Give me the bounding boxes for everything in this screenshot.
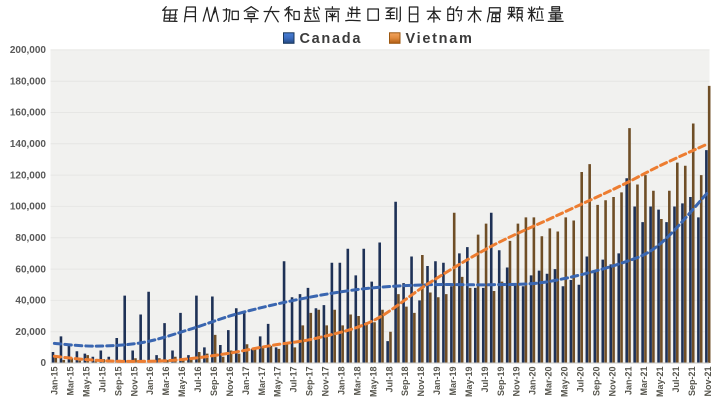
svg-text:Sep-20: Sep-20: [591, 367, 601, 397]
svg-text:May-15: May-15: [82, 367, 92, 398]
svg-text:100,000: 100,000: [10, 202, 47, 213]
svg-text:Nov-15: Nov-15: [129, 367, 139, 397]
svg-text:Mar-20: Mar-20: [544, 367, 554, 396]
svg-text:Jul-15: Jul-15: [97, 367, 107, 393]
svg-text:Mar-16: Mar-16: [161, 367, 171, 396]
svg-text:Jan-18: Jan-18: [336, 367, 346, 396]
svg-text:Jan-19: Jan-19: [432, 367, 442, 396]
svg-text:Jul-21: Jul-21: [671, 367, 681, 393]
svg-text:Mar-17: Mar-17: [257, 367, 267, 396]
svg-text:120,000: 120,000: [10, 170, 47, 181]
svg-text:Nov-18: Nov-18: [416, 367, 426, 397]
svg-text:May-18: May-18: [368, 367, 378, 398]
svg-text:Mar-15: Mar-15: [66, 367, 76, 396]
svg-text:Mar-19: Mar-19: [448, 367, 458, 396]
svg-text:Nov-16: Nov-16: [225, 367, 235, 397]
svg-text:Sep-19: Sep-19: [496, 367, 506, 397]
svg-text:Vietnam: Vietnam: [406, 31, 474, 47]
svg-text:Nov-20: Nov-20: [607, 367, 617, 397]
svg-text:Jan-20: Jan-20: [528, 367, 538, 396]
svg-text:200,000: 200,000: [10, 45, 47, 56]
svg-text:Jul-19: Jul-19: [480, 367, 490, 393]
svg-text:60,000: 60,000: [15, 264, 46, 275]
svg-text:20,000: 20,000: [15, 327, 46, 338]
svg-text:Nov-17: Nov-17: [321, 367, 331, 397]
svg-text:140,000: 140,000: [10, 139, 47, 150]
svg-text:Jan-21: Jan-21: [623, 367, 633, 396]
svg-text:May-19: May-19: [464, 367, 474, 398]
svg-text:Jan-16: Jan-16: [145, 367, 155, 396]
svg-text:May-20: May-20: [560, 367, 570, 398]
svg-text:Sep-16: Sep-16: [209, 367, 219, 397]
svg-text:Nov-21: Nov-21: [703, 367, 713, 397]
svg-text:Mar-18: Mar-18: [352, 367, 362, 396]
svg-text:Jul-17: Jul-17: [289, 367, 299, 393]
svg-text:Sep-15: Sep-15: [113, 367, 123, 397]
svg-text:Jul-20: Jul-20: [576, 367, 586, 393]
svg-text:180,000: 180,000: [10, 76, 47, 87]
svg-text:Jan-17: Jan-17: [241, 367, 251, 396]
svg-text:Jul-18: Jul-18: [384, 367, 394, 393]
svg-text:Jan-15: Jan-15: [50, 367, 60, 396]
svg-text:May-17: May-17: [273, 367, 283, 398]
svg-text:Mar-21: Mar-21: [639, 367, 649, 396]
svg-text:0: 0: [40, 358, 46, 369]
svg-text:Sep-17: Sep-17: [305, 367, 315, 397]
svg-text:May-16: May-16: [177, 367, 187, 398]
svg-text:May-21: May-21: [655, 367, 665, 398]
svg-text:Sep-21: Sep-21: [687, 367, 697, 397]
svg-text:80,000: 80,000: [15, 233, 46, 244]
svg-text:Jul-16: Jul-16: [193, 367, 203, 393]
svg-text:Sep-18: Sep-18: [400, 367, 410, 397]
svg-text:Canada: Canada: [300, 31, 363, 47]
svg-text:Nov-19: Nov-19: [512, 367, 522, 397]
svg-text:160,000: 160,000: [10, 108, 47, 119]
svg-text:40,000: 40,000: [15, 296, 46, 307]
